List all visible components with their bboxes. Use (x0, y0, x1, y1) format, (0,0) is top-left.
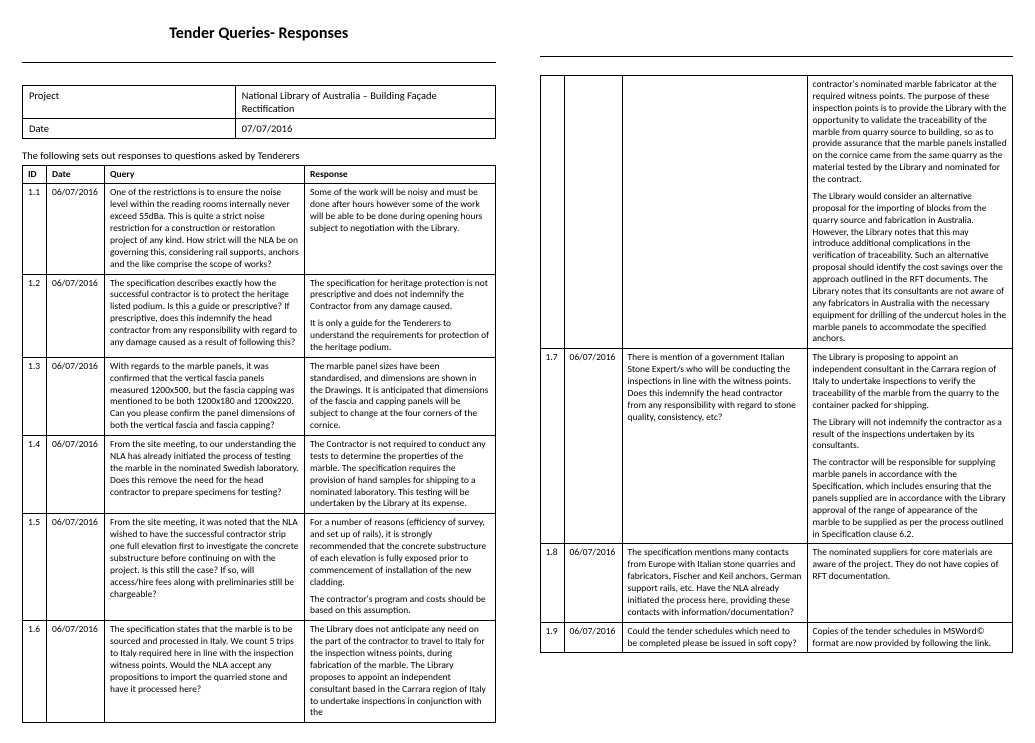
row-id: 1.6 (23, 621, 47, 723)
table-row: 1.206/07/2016The specification describes… (23, 274, 496, 357)
row-response: Some of the work will be noisy and must … (305, 184, 496, 274)
queries-table-2: contractor's nominated marble fabricator… (540, 75, 1014, 653)
project-label: Project (23, 86, 236, 119)
page-2: contractor's nominated marble fabricator… (528, 10, 1026, 733)
table-row: 1.706/07/2016There is mention of a gover… (540, 349, 1013, 544)
col-id: ID (23, 165, 47, 184)
row-query: Could the tender schedules which need to… (622, 622, 807, 653)
row-id: 1.1 (23, 184, 47, 274)
row-date: 06/07/2016 (47, 436, 105, 514)
project-value: National Library of Australia – Building… (235, 86, 495, 119)
table-row: contractor's nominated marble fabricator… (540, 76, 1013, 349)
row-query: From the site meeting, it was noted that… (105, 514, 305, 621)
row-query: One of the restrictions is to ensure the… (105, 184, 305, 274)
row-date: 06/07/2016 (564, 349, 622, 544)
table-row: 1.806/07/2016The specification mentions … (540, 544, 1013, 622)
table-row: 1.906/07/2016Could the tender schedules … (540, 622, 1013, 653)
row-response: The nominated suppliers for core materia… (807, 544, 1013, 622)
row-id (540, 76, 564, 349)
row-query: The specification mentions many contacts… (622, 544, 807, 622)
row-response: For a number of reasons (efficiency of s… (305, 514, 496, 621)
row-response: The Library does not anticipate any need… (305, 621, 496, 723)
col-query: Query (105, 165, 305, 184)
row-id: 1.3 (23, 357, 47, 435)
row-response: The specification for heritage protectio… (305, 274, 496, 357)
row-date (564, 76, 622, 349)
date-label: Date (23, 119, 236, 139)
project-table: Project National Library of Australia – … (22, 85, 496, 139)
table-row: 1.506/07/2016From the site meeting, it w… (23, 514, 496, 621)
row-id: 1.7 (540, 349, 564, 544)
row-query: The specification states that the marble… (105, 621, 305, 723)
row-date: 06/07/2016 (47, 621, 105, 723)
row-id: 1.8 (540, 544, 564, 622)
row-response: The Contractor is not required to conduc… (305, 436, 496, 514)
row-date: 06/07/2016 (47, 274, 105, 357)
row-response: contractor's nominated marble fabricator… (807, 76, 1013, 349)
col-date: Date (47, 165, 105, 184)
row-id: 1.4 (23, 436, 47, 514)
row-id: 1.9 (540, 622, 564, 653)
col-response: Response (305, 165, 496, 184)
row-response: The marble panel sizes have been standar… (305, 357, 496, 435)
row-date: 06/07/2016 (47, 357, 105, 435)
table-row: 1.606/07/2016The specification states th… (23, 621, 496, 723)
row-query: From the site meeting, to our understand… (105, 436, 305, 514)
page-title: Tender Queries- Responses (22, 24, 496, 44)
row-date: 06/07/2016 (47, 184, 105, 274)
row-id: 1.5 (23, 514, 47, 621)
row-date: 06/07/2016 (564, 622, 622, 653)
row-response: Copies of the tender schedules in MSWord… (807, 622, 1013, 653)
row-query: With regards to the marble panels, it wa… (105, 357, 305, 435)
row-query: The specification describes exactly how … (105, 274, 305, 357)
row-date: 06/07/2016 (47, 514, 105, 621)
table-row: 1.306/07/2016With regards to the marble … (23, 357, 496, 435)
row-date: 06/07/2016 (564, 544, 622, 622)
row-id: 1.2 (23, 274, 47, 357)
table-row: 1.406/07/2016From the site meeting, to o… (23, 436, 496, 514)
row-response: The Library is proposing to appoint an i… (807, 349, 1013, 544)
queries-table-1: ID Date Query Response 1.106/07/2016One … (22, 165, 496, 724)
date-value: 07/07/2016 (235, 119, 495, 139)
table-row: 1.106/07/2016One of the restrictions is … (23, 184, 496, 274)
intro-text: The following sets out responses to ques… (22, 149, 496, 162)
row-query: There is mention of a government Italian… (622, 349, 807, 544)
row-query (622, 76, 807, 349)
page-1: Tender Queries- Responses Project Nation… (10, 10, 508, 733)
